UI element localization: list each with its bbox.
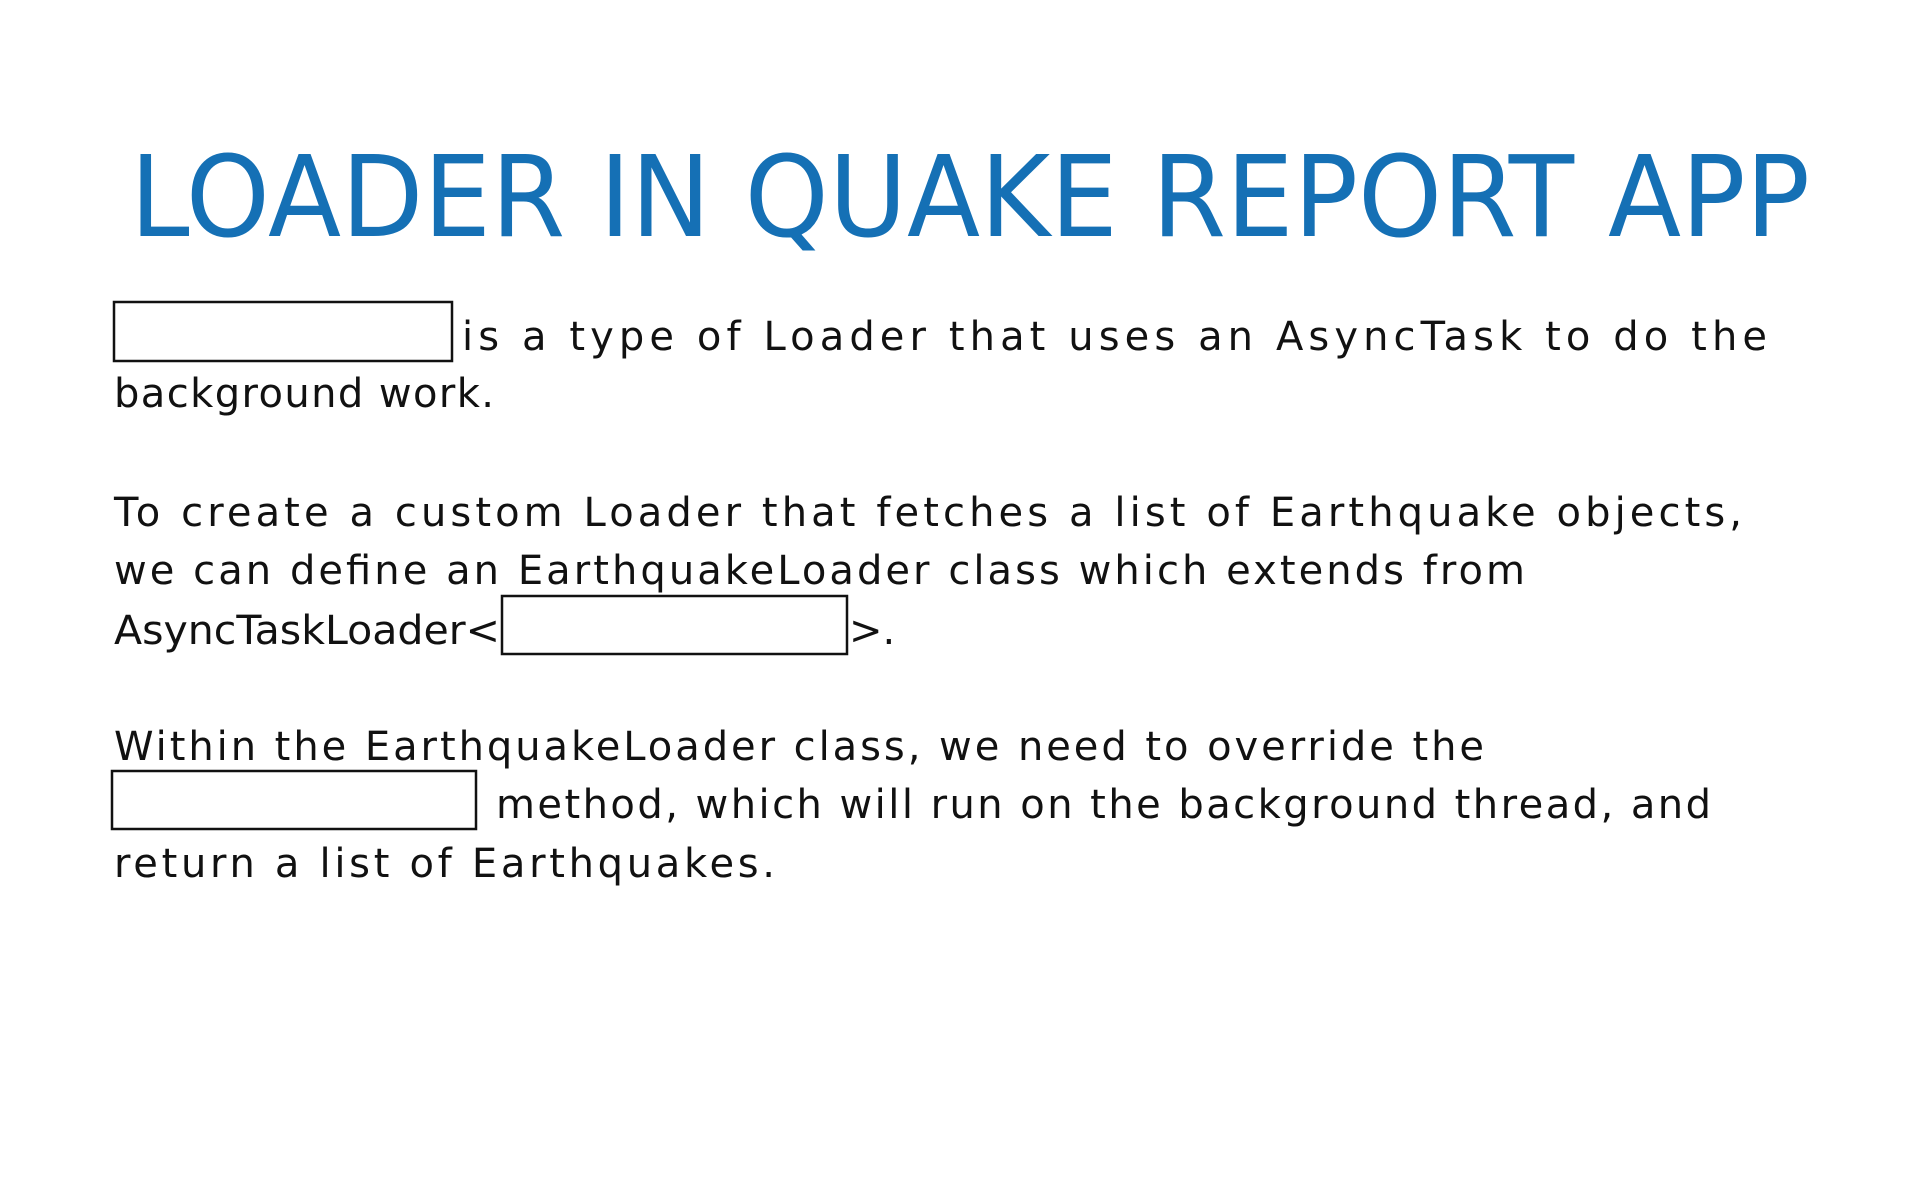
paragraph-line: method, which will run on the background…: [496, 782, 1711, 828]
blank-input[interactable]: [112, 300, 454, 363]
paragraph-line: Within the EarthquakeLoader class, we ne…: [114, 724, 1484, 770]
blank-input[interactable]: [110, 769, 478, 831]
paragraph-line: is a type of Loader that uses an AsyncTa…: [462, 314, 1767, 360]
paragraph-line: return a list of Earthquakes.: [114, 841, 775, 887]
paragraph-line: To create a custom Loader that fetches a…: [113, 490, 1742, 536]
blank-input[interactable]: [500, 594, 849, 656]
title: LOADER IN QUAKE REPORT APP: [130, 133, 1810, 263]
paragraph-line: we can define an EarthquakeLoader class …: [114, 548, 1525, 594]
paragraph-line: AsyncTaskLoader<: [114, 608, 500, 654]
paragraph-line: >.: [849, 608, 895, 654]
paragraph-line: background work.: [114, 371, 494, 417]
